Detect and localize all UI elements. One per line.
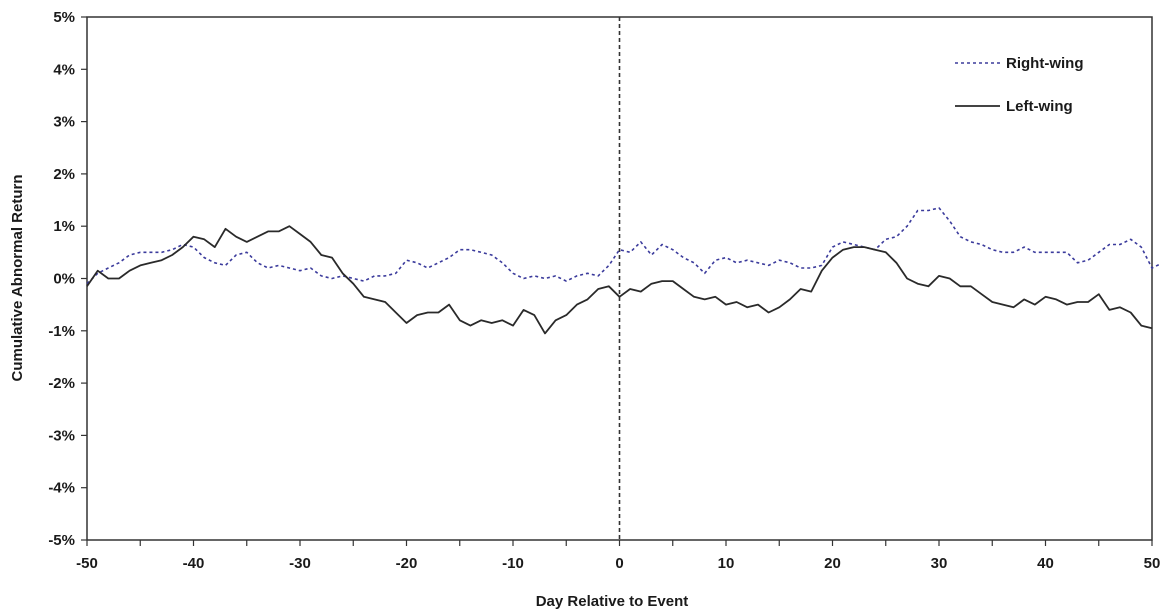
y-tick-label: 3% (53, 114, 75, 131)
x-tick-label: -10 (502, 555, 524, 572)
y-tick-label: 5% (53, 9, 75, 26)
x-tick-label: 40 (1037, 555, 1054, 572)
x-axis-ticks: -50 -40 -30 -20 -10 0 10 20 30 40 50 (76, 540, 1160, 572)
y-tick-label: 4% (53, 61, 75, 78)
x-axis-title: Day Relative to Event (536, 593, 689, 610)
y-tick-label: -2% (48, 375, 75, 392)
series-group (86, 207, 1160, 335)
x-tick-label: 20 (824, 555, 841, 572)
legend-label: Left-wing (1006, 98, 1073, 115)
y-tick-label: -4% (48, 480, 75, 497)
x-tick-label: -30 (289, 555, 311, 572)
y-axis-title: Cumulative Abnormal Return (9, 175, 26, 382)
x-tick-label: 50 (1144, 555, 1160, 572)
y-tick-label: 1% (53, 218, 75, 235)
y-tick-label: 0% (53, 271, 75, 288)
legend-label: Right-wing (1006, 55, 1083, 72)
y-tick-label: -3% (48, 427, 75, 444)
x-tick-label: -20 (396, 555, 418, 572)
y-tick-label: -1% (48, 323, 75, 340)
x-tick-label: -40 (183, 555, 205, 572)
x-tick-label: -50 (76, 555, 98, 572)
x-tick-label: 10 (718, 555, 735, 572)
legend: Right-wing Left-wing (955, 55, 1083, 115)
x-tick-label: 30 (931, 555, 948, 572)
series-line-left-wing (86, 225, 1153, 335)
x-tick-label: 0 (615, 555, 623, 572)
y-tick-label: 2% (53, 166, 75, 183)
y-axis-ticks: 5% 4% 3% 2% 1% 0% -1% -2% -3% -4% -5% (48, 9, 87, 549)
y-tick-label: -5% (48, 532, 75, 549)
series-line-right-wing (86, 207, 1160, 285)
